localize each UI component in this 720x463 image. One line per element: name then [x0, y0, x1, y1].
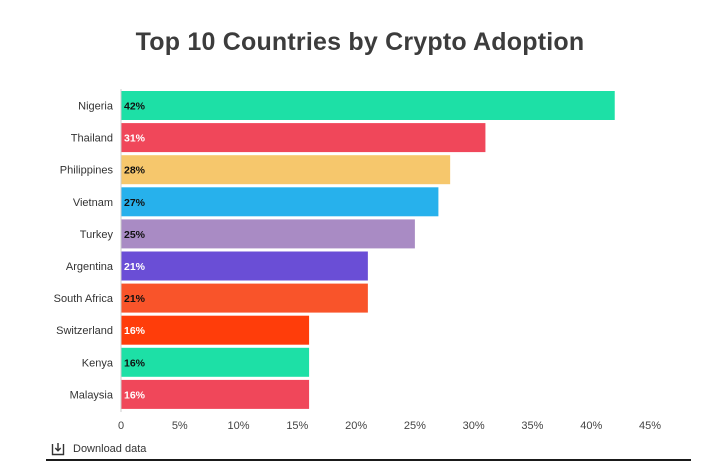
value-label: 16%	[124, 325, 146, 337]
x-tick-label: 45%	[639, 420, 661, 432]
x-tick-label: 20%	[345, 420, 367, 432]
value-label: 16%	[124, 389, 146, 401]
bar-switzerland	[121, 315, 310, 345]
category-label: Malaysia	[70, 389, 114, 401]
x-tick-label: 5%	[172, 420, 188, 432]
bar-thailand	[121, 123, 486, 153]
x-tick-label: 0	[118, 420, 124, 432]
category-label: Switzerland	[56, 325, 113, 337]
bar-south-africa	[121, 283, 368, 313]
bar-argentina	[121, 251, 368, 281]
x-tick-label: 10%	[228, 420, 250, 432]
value-label: 21%	[124, 293, 146, 305]
value-label: 27%	[124, 197, 146, 209]
value-label: 16%	[124, 357, 146, 369]
category-label: Nigeria	[78, 101, 114, 113]
value-label: 21%	[124, 261, 146, 273]
chart-title: Top 10 Countries by Crypto Adoption	[135, 28, 585, 56]
x-tick-label: 15%	[286, 420, 308, 432]
x-tick-label: 25%	[404, 420, 426, 432]
value-label: 42%	[124, 101, 146, 113]
bar-malaysia	[121, 379, 310, 409]
category-label: South Africa	[54, 293, 114, 305]
bar-philippines	[121, 155, 451, 185]
value-label: 31%	[124, 133, 146, 145]
bar-turkey	[121, 219, 415, 249]
x-tick-label: 30%	[463, 420, 485, 432]
category-label: Philippines	[60, 165, 114, 177]
bottom-divider	[46, 459, 691, 461]
download-data-label: Download data	[73, 443, 147, 455]
x-tick-label: 35%	[521, 420, 543, 432]
download-icon	[51, 443, 65, 456]
bar-kenya	[121, 347, 310, 377]
download-data-button[interactable]: Download data	[51, 442, 146, 456]
category-label: Turkey	[80, 229, 114, 241]
value-label: 28%	[124, 165, 146, 177]
bar-nigeria	[121, 91, 615, 120]
value-label: 25%	[124, 229, 146, 241]
x-tick-label: 40%	[580, 420, 602, 432]
bar-vietnam	[121, 187, 439, 217]
category-label: Argentina	[66, 261, 114, 273]
category-label: Thailand	[71, 133, 113, 145]
category-label: Vietnam	[73, 197, 113, 209]
category-label: Kenya	[82, 357, 114, 369]
